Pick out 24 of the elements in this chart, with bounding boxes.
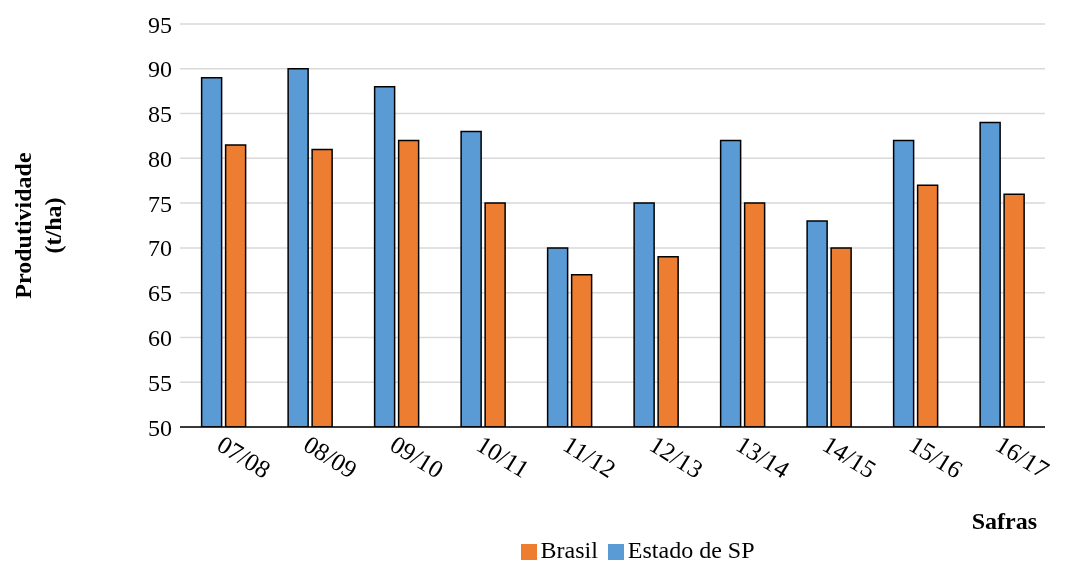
y-tick-label: 95 [148, 11, 172, 38]
x-tick-label: 09/10 [385, 430, 449, 484]
y-tick-label: 55 [148, 369, 172, 396]
x-tick-label: 11/12 [558, 430, 621, 483]
y-tick-label: 60 [148, 324, 172, 351]
x-tick-label: 07/08 [212, 430, 276, 484]
y-tick-label: 85 [148, 101, 172, 128]
x-tick-label: 12/13 [645, 430, 708, 484]
x-tick-label: 16/17 [991, 430, 1054, 484]
y-tick-label: 80 [148, 145, 172, 172]
y-tick-label: 70 [148, 235, 172, 262]
legend-label: Estado de SP [627, 537, 755, 563]
x-axis-title: Safras [971, 508, 1037, 534]
y-tick-label: 75 [148, 190, 172, 217]
y-tick-label: 90 [148, 56, 172, 83]
x-tick-label: 13/14 [731, 430, 795, 484]
y-axis-title: Produtividade (t/ha) [10, 152, 66, 299]
y-tick-label: 50 [148, 414, 172, 441]
legend-label: Brasil [540, 537, 598, 563]
y-tick-label: 65 [148, 280, 172, 307]
x-tick-label: 15/16 [904, 430, 968, 484]
x-tick-label: 08/09 [299, 430, 362, 484]
x-tick-label: 10/11 [472, 430, 534, 483]
x-tick-label: 14/15 [818, 430, 881, 484]
